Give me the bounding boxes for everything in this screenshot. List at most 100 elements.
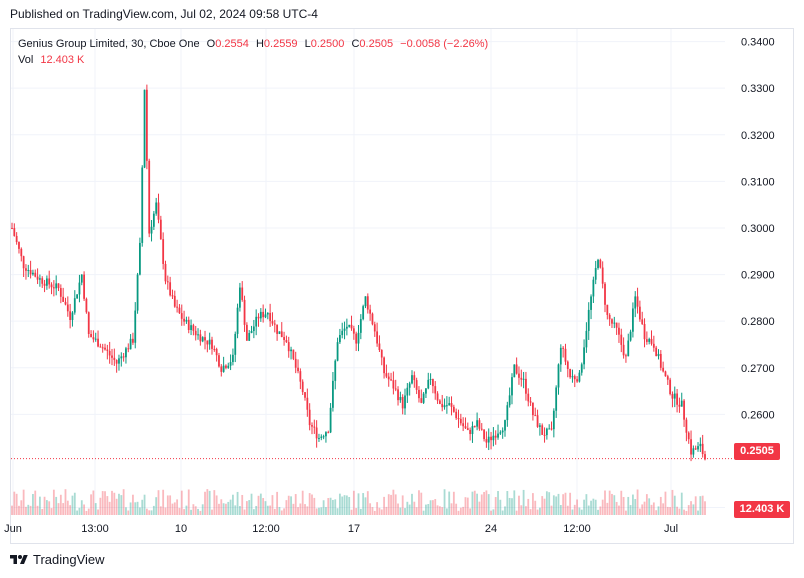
volume-bar bbox=[578, 507, 581, 515]
volume-bar bbox=[613, 495, 616, 515]
candle-body bbox=[232, 354, 234, 363]
candle-body bbox=[606, 304, 609, 315]
volume-bar bbox=[645, 494, 648, 515]
candle-body bbox=[29, 269, 32, 275]
candle-body bbox=[152, 213, 155, 227]
candle-body bbox=[450, 403, 453, 407]
volume-bar bbox=[652, 502, 655, 515]
volume-bar bbox=[434, 499, 437, 515]
candle-body bbox=[438, 400, 441, 404]
volume-bar bbox=[394, 494, 397, 515]
candle-body bbox=[536, 415, 539, 427]
candle-body bbox=[280, 331, 283, 338]
candle-body bbox=[176, 306, 179, 308]
volume-bar bbox=[136, 501, 139, 515]
candle-body bbox=[555, 387, 558, 411]
volume-bar bbox=[278, 506, 281, 515]
volume-bar bbox=[43, 496, 46, 515]
candle-body bbox=[457, 418, 460, 420]
volume-bar bbox=[25, 506, 27, 515]
candle-body bbox=[173, 295, 176, 307]
candle-body bbox=[236, 307, 239, 334]
candle-body bbox=[190, 325, 192, 331]
volume-bar bbox=[55, 496, 58, 515]
candle-body bbox=[97, 338, 99, 347]
candle-body bbox=[443, 405, 446, 408]
candle-body bbox=[408, 383, 411, 388]
candle-body bbox=[257, 316, 260, 319]
candle-body bbox=[290, 349, 292, 352]
candle-body bbox=[225, 365, 227, 368]
volume-bar bbox=[678, 508, 681, 515]
volume-bar bbox=[173, 502, 176, 515]
candle-body bbox=[11, 227, 13, 229]
volume-bar bbox=[541, 496, 544, 515]
candle-body bbox=[325, 432, 327, 437]
volume-bar bbox=[373, 510, 376, 515]
y-tick-label: 0.3300 bbox=[741, 83, 775, 95]
y-tick-label: 0.3200 bbox=[741, 130, 775, 142]
volume-bar bbox=[527, 498, 530, 515]
candle-body bbox=[692, 448, 695, 455]
volume-bar bbox=[450, 503, 453, 515]
volume-bar bbox=[378, 507, 381, 515]
candle-body bbox=[108, 350, 111, 356]
x-tick-label: 10 bbox=[175, 523, 187, 535]
candle-body bbox=[220, 366, 223, 372]
candle-body bbox=[208, 339, 211, 345]
volume-bar bbox=[608, 490, 611, 515]
volume-bar bbox=[655, 510, 658, 515]
x-tick-label: 24 bbox=[485, 523, 497, 535]
candle-body bbox=[576, 379, 578, 382]
candle-body bbox=[652, 343, 655, 348]
volume-bar bbox=[345, 495, 348, 515]
volume-bar bbox=[11, 505, 13, 515]
candle-body bbox=[699, 443, 702, 447]
volume-bar bbox=[418, 490, 420, 515]
candle-body bbox=[385, 373, 388, 377]
tradingview-brand[interactable]: TradingView bbox=[10, 552, 105, 567]
volume-bar bbox=[204, 491, 206, 515]
candle-body bbox=[448, 403, 451, 406]
volume-bar bbox=[169, 495, 172, 515]
candle-body bbox=[13, 228, 16, 236]
candle-body bbox=[538, 425, 541, 427]
candle-body bbox=[194, 330, 197, 336]
candle-body bbox=[632, 308, 634, 332]
volume-bar bbox=[459, 507, 462, 515]
volume-bar bbox=[704, 501, 706, 515]
volume-bar bbox=[390, 494, 392, 515]
volume-bar bbox=[501, 510, 504, 515]
volume-bar bbox=[601, 499, 604, 515]
volume-bar bbox=[576, 499, 578, 515]
volume-bar bbox=[166, 495, 169, 515]
candle-body bbox=[139, 242, 141, 275]
candle-body bbox=[15, 235, 18, 243]
volume-bar bbox=[343, 495, 346, 515]
candle-body bbox=[459, 418, 462, 424]
volume-bar bbox=[313, 497, 316, 515]
candle-body bbox=[355, 333, 358, 344]
candle-body bbox=[432, 379, 434, 387]
volume-bar bbox=[241, 494, 244, 515]
volume-bar bbox=[32, 493, 34, 515]
candle-body bbox=[329, 407, 332, 433]
volume-bar bbox=[13, 491, 16, 515]
volume-bar bbox=[643, 501, 646, 515]
volume-bar bbox=[145, 508, 148, 515]
volume-bar bbox=[266, 505, 269, 515]
candle-body bbox=[55, 283, 58, 289]
candle-body bbox=[255, 316, 258, 327]
candle-body bbox=[592, 279, 595, 297]
candle-body bbox=[471, 426, 474, 435]
low-label: L bbox=[304, 38, 311, 50]
candle-body bbox=[73, 298, 76, 313]
candle-body bbox=[541, 425, 544, 435]
volume-bar bbox=[76, 510, 79, 515]
volume-bar bbox=[152, 505, 155, 515]
volume-bar bbox=[680, 492, 683, 515]
candle-body bbox=[627, 340, 630, 357]
volume-bar bbox=[380, 509, 383, 515]
candle-body bbox=[264, 314, 267, 318]
